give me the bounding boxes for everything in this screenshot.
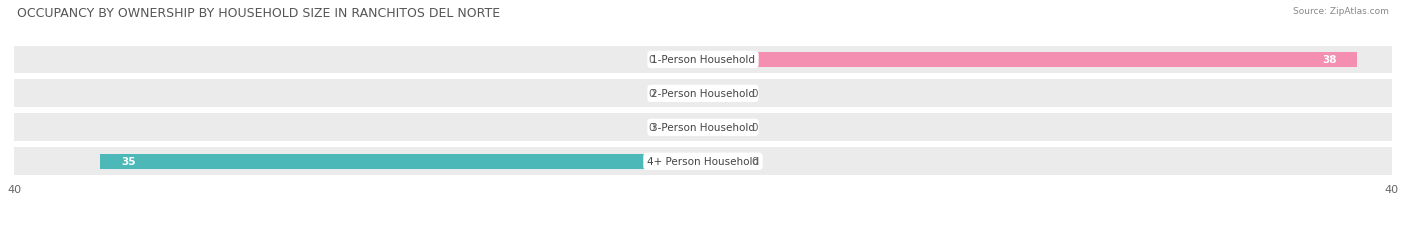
Bar	[659, 86, 703, 102]
Text: 0: 0	[751, 123, 758, 133]
Text: 0: 0	[648, 55, 655, 65]
Text: 4+ Person Household: 4+ Person Household	[647, 157, 759, 167]
Text: 0: 0	[751, 157, 758, 167]
Bar	[14, 114, 1392, 142]
Text: 0: 0	[648, 89, 655, 99]
Text: Source: ZipAtlas.com: Source: ZipAtlas.com	[1294, 7, 1389, 16]
Bar	[14, 148, 1392, 176]
Text: 1-Person Household: 1-Person Household	[651, 55, 755, 65]
Text: 0: 0	[751, 89, 758, 99]
Bar	[703, 120, 747, 135]
Bar	[14, 80, 1392, 108]
Bar	[703, 53, 747, 68]
Text: OCCUPANCY BY OWNERSHIP BY HOUSEHOLD SIZE IN RANCHITOS DEL NORTE: OCCUPANCY BY OWNERSHIP BY HOUSEHOLD SIZE…	[17, 7, 501, 20]
Text: 35: 35	[121, 157, 135, 167]
Bar	[703, 53, 1358, 68]
Bar	[14, 46, 1392, 74]
Text: 38: 38	[1322, 55, 1337, 65]
Bar	[100, 154, 703, 169]
Bar	[659, 154, 703, 169]
Text: 0: 0	[648, 123, 655, 133]
Bar	[703, 86, 747, 102]
Bar	[659, 120, 703, 135]
Text: 3-Person Household: 3-Person Household	[651, 123, 755, 133]
Bar	[659, 53, 703, 68]
Text: 2-Person Household: 2-Person Household	[651, 89, 755, 99]
Bar	[703, 154, 747, 169]
